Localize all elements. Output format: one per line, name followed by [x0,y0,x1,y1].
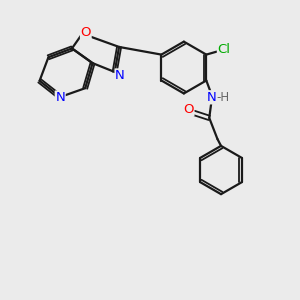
Text: N: N [206,91,216,104]
Text: O: O [183,103,194,116]
Text: N: N [55,91,65,104]
Text: N: N [115,69,125,82]
Text: Cl: Cl [218,43,230,56]
Text: -H: -H [217,91,230,104]
Text: O: O [81,26,91,39]
